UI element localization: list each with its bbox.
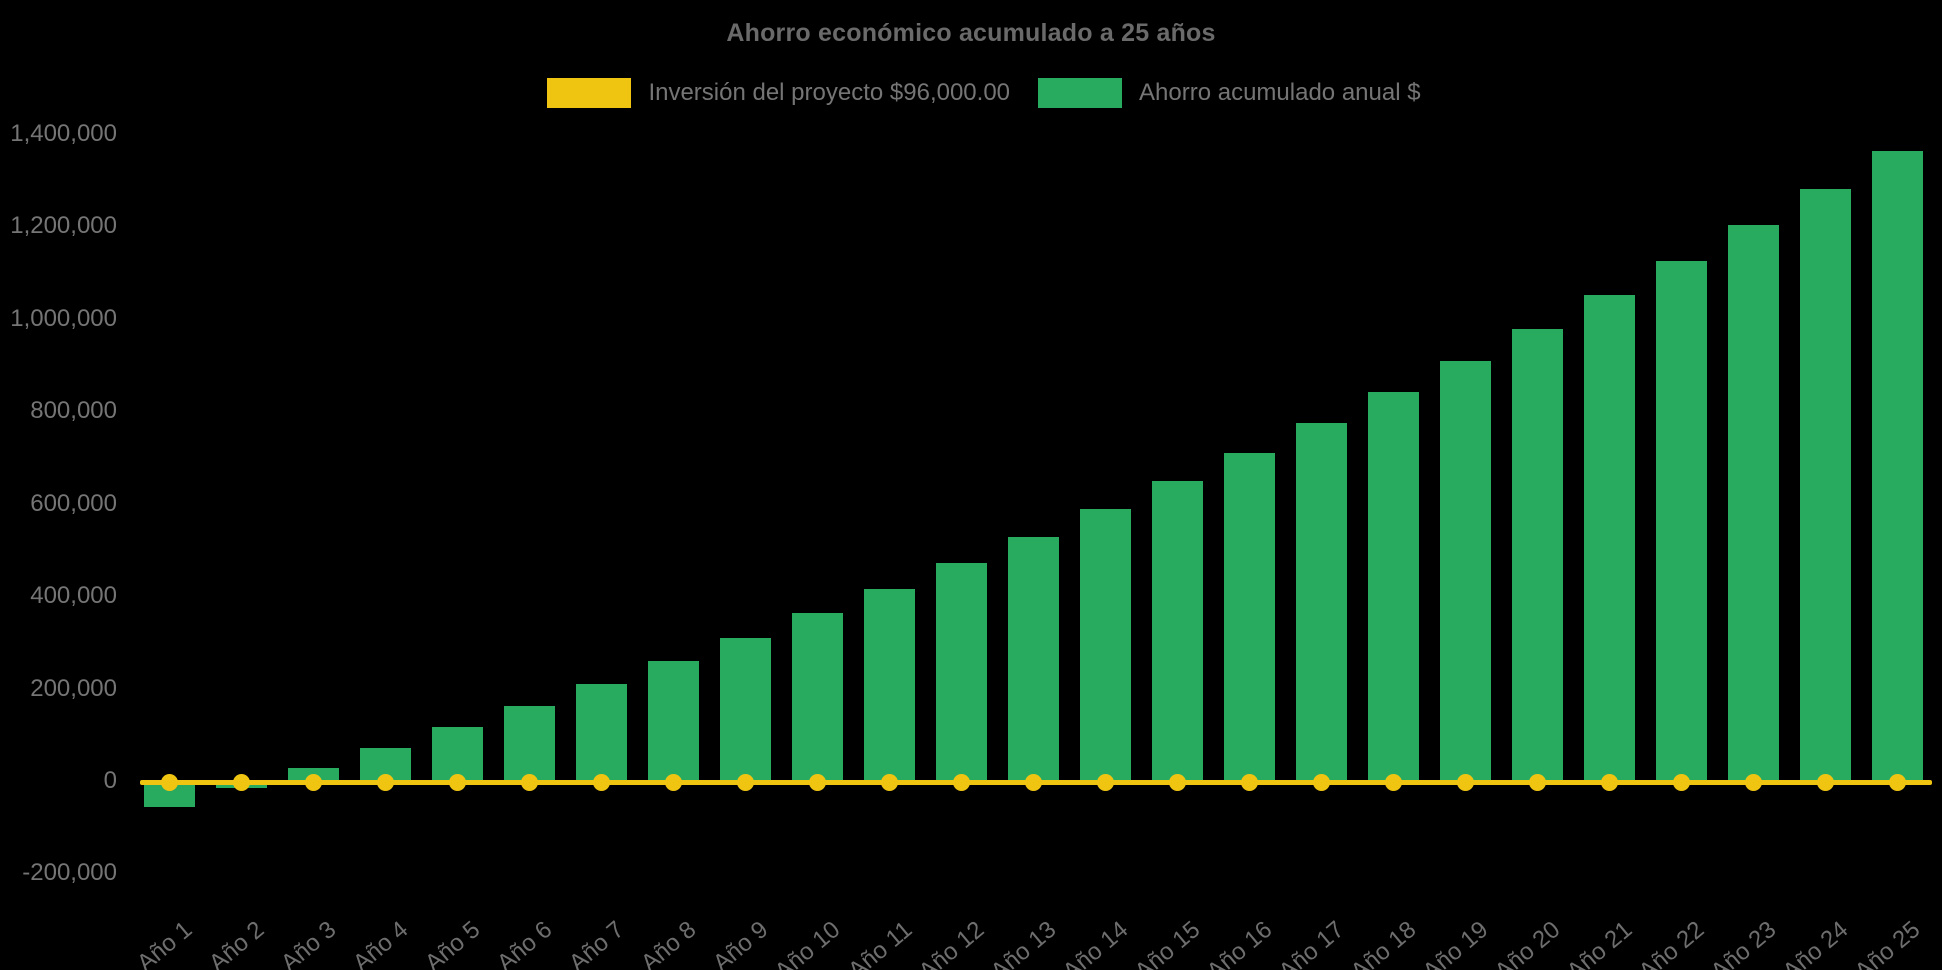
x-tick-label-año-25: Año 25 — [1849, 916, 1926, 970]
y-tick-label: 1,200,000 — [10, 212, 117, 240]
line-point-año-4 — [376, 773, 394, 791]
legend-swatch-savings — [1038, 78, 1123, 108]
y-tick-label: 800,000 — [30, 397, 117, 425]
legend: Inversión del proyecto $96,000.00 Ahorro… — [0, 78, 1942, 108]
line-point-año-5 — [448, 773, 466, 791]
line-point-año-6 — [520, 773, 538, 791]
bar-año-14 — [1079, 509, 1131, 781]
line-point-año-21 — [1600, 773, 1618, 791]
y-tick-label: 0 — [103, 767, 117, 794]
legend-item-investment: Inversión del proyecto $96,000.00 — [547, 78, 1010, 108]
x-tick-label-año-7: Año 7 — [563, 916, 630, 970]
y-tick-label: 200,000 — [30, 674, 117, 702]
y-tick-label: -200,000 — [22, 859, 117, 887]
line-point-año-20 — [1528, 773, 1546, 791]
y-tick-label: 1,000,000 — [10, 304, 117, 332]
bar-año-6 — [503, 705, 555, 781]
bar-año-24 — [1799, 188, 1851, 781]
legend-label-investment: Inversión del proyecto $96,000.00 — [648, 79, 1011, 106]
line-point-año-22 — [1672, 773, 1690, 791]
line-point-año-7 — [592, 773, 610, 791]
line-point-año-24 — [1816, 773, 1834, 791]
line-point-año-2 — [232, 773, 250, 791]
line-point-año-9 — [736, 773, 754, 791]
x-tick-label-año-3: Año 3 — [275, 916, 342, 970]
bar-año-5 — [431, 727, 483, 781]
line-point-año-15 — [1168, 773, 1186, 791]
x-tick-label-año-16: Año 16 — [1201, 916, 1278, 970]
line-point-año-1 — [160, 773, 178, 791]
line-point-año-10 — [808, 773, 826, 791]
bar-año-11 — [863, 588, 915, 781]
bar-año-8 — [647, 660, 699, 781]
x-tick-label-año-1: Año 1 — [131, 916, 198, 970]
line-point-año-14 — [1096, 773, 1114, 791]
chart-title: Ahorro económico acumulado a 25 años — [726, 19, 1216, 47]
x-tick-label-año-5: Año 5 — [419, 916, 486, 970]
bar-año-12 — [935, 562, 987, 781]
x-tick-label-año-18: Año 18 — [1345, 916, 1422, 970]
bar-año-16 — [1223, 452, 1275, 781]
bar-año-15 — [1151, 481, 1203, 781]
line-point-año-25 — [1888, 773, 1906, 791]
legend-label-savings: Ahorro acumulado anual $ — [1139, 79, 1421, 106]
bar-año-20 — [1511, 328, 1563, 781]
legend-swatch-investment — [547, 78, 632, 108]
legend-item-savings: Ahorro acumulado anual $ — [1038, 78, 1421, 108]
x-tick-label-año-6: Año 6 — [491, 916, 558, 970]
bar-año-17 — [1295, 422, 1347, 781]
x-tick-label-año-20: Año 20 — [1489, 916, 1566, 970]
line-point-año-23 — [1744, 773, 1762, 791]
y-tick-label: 1,400,000 — [10, 119, 117, 147]
line-point-año-19 — [1456, 773, 1474, 791]
line-point-año-11 — [880, 773, 898, 791]
x-tick-label-año-14: Año 14 — [1057, 916, 1134, 970]
bar-año-10 — [791, 613, 843, 781]
bar-año-7 — [575, 683, 627, 781]
x-tick-label-año-24: Año 24 — [1777, 916, 1854, 970]
x-tick-label-año-21: Año 21 — [1561, 916, 1638, 970]
x-tick-label-año-10: Año 10 — [769, 916, 846, 970]
x-tick-label-año-19: Año 19 — [1417, 916, 1494, 970]
y-tick-label: 400,000 — [30, 582, 117, 610]
x-tick-label-año-23: Año 23 — [1705, 916, 1782, 970]
y-tick-label: 600,000 — [30, 489, 117, 517]
line-point-año-12 — [952, 773, 970, 791]
x-tick-label-año-22: Año 22 — [1633, 916, 1710, 970]
line-point-año-13 — [1024, 773, 1042, 791]
x-tick-label-año-9: Año 9 — [707, 916, 774, 970]
bar-año-18 — [1367, 392, 1419, 781]
x-tick-label-año-17: Año 17 — [1273, 916, 1350, 970]
bar-año-13 — [1007, 536, 1059, 781]
x-tick-label-año-4: Año 4 — [347, 916, 414, 970]
line-point-año-17 — [1312, 773, 1330, 791]
bar-año-21 — [1583, 295, 1635, 781]
x-tick-label-año-8: Año 8 — [635, 916, 702, 970]
x-tick-label-año-11: Año 11 — [843, 916, 918, 970]
line-point-año-8 — [664, 773, 682, 791]
line-point-año-16 — [1240, 773, 1258, 791]
x-tick-label-año-13: Año 13 — [985, 916, 1062, 970]
bar-año-22 — [1655, 260, 1707, 781]
x-tick-label-año-12: Año 12 — [913, 916, 990, 970]
x-tick-label-año-2: Año 2 — [203, 916, 270, 970]
x-tick-label-año-15: Año 15 — [1129, 916, 1206, 970]
line-point-año-18 — [1384, 773, 1402, 791]
bar-año-23 — [1727, 225, 1779, 781]
line-point-año-3 — [304, 773, 322, 791]
bar-año-9 — [719, 637, 771, 781]
bar-año-25 — [1871, 151, 1923, 781]
bar-año-19 — [1439, 360, 1491, 781]
